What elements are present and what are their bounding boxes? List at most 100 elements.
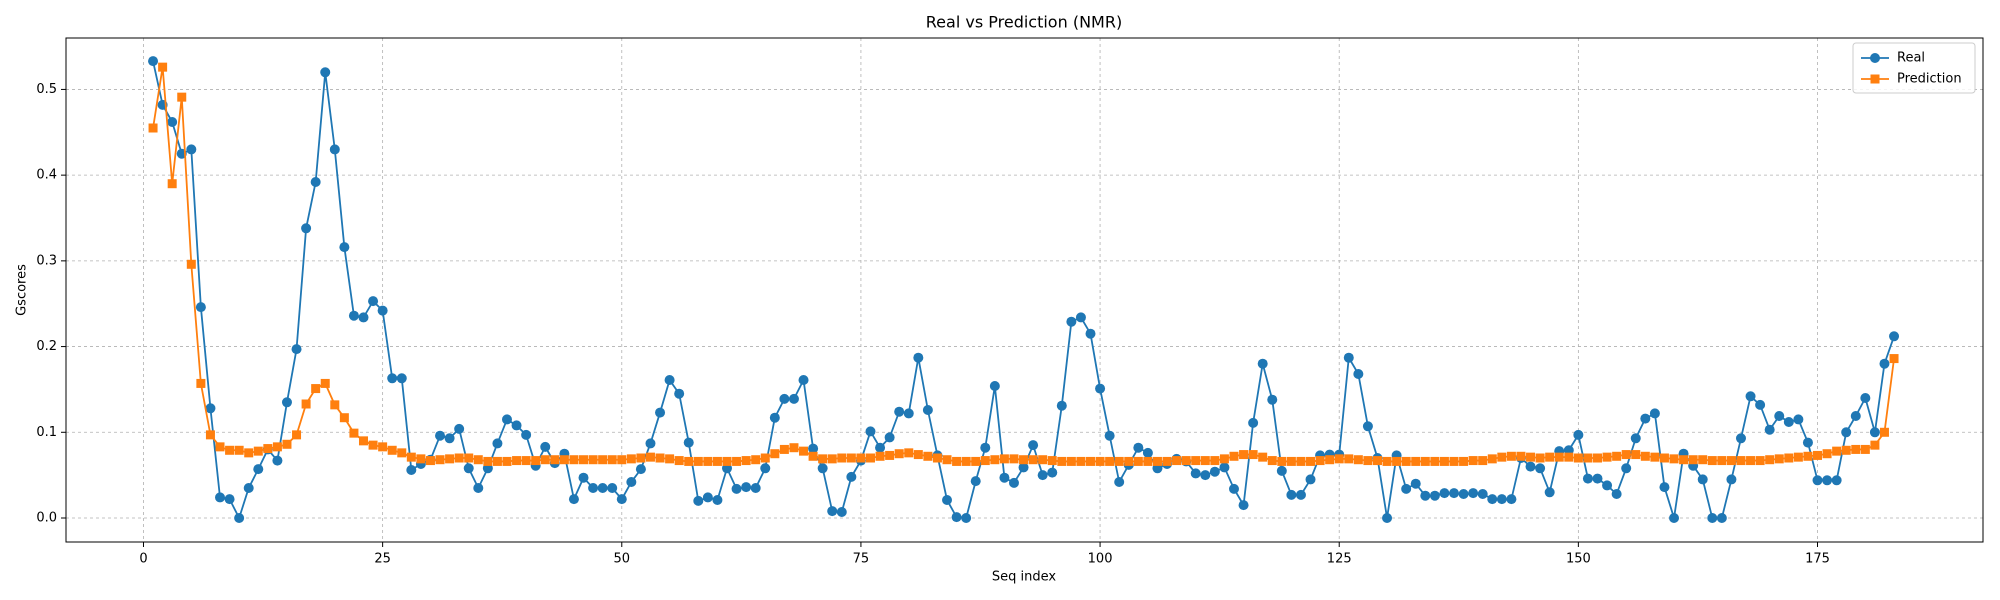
data-point [903,408,914,419]
data-point [579,455,589,465]
data-point [913,352,924,363]
data-point [1362,421,1373,432]
data-point [712,495,723,505]
data-point [358,436,368,446]
data-point [1267,394,1278,405]
x-tick-label: 100 [1088,552,1113,567]
data-point [1831,475,1842,486]
data-point [348,310,359,321]
data-point [693,456,703,466]
data-point [1497,452,1507,462]
data-point [1745,391,1756,402]
data-point [1449,456,1459,466]
data-point [416,454,426,464]
data-point [1133,456,1143,466]
data-point [788,393,799,404]
data-point [186,144,197,155]
data-point [1286,489,1297,500]
data-point [1420,456,1430,466]
data-point [1411,456,1421,466]
data-point [1296,456,1306,466]
data-point [1793,452,1803,462]
data-point [502,456,512,466]
data-point [655,453,665,463]
data-point [674,388,685,399]
data-point [1860,393,1871,403]
data-point [368,440,378,450]
data-point [846,471,857,482]
data-point [952,456,962,466]
data-point [1229,451,1239,461]
data-point [741,456,751,466]
data-point [406,465,417,475]
data-point [904,448,914,458]
chart-title: Real vs Prediction (NMR) [926,13,1122,32]
data-point [1028,455,1038,465]
data-point [358,312,369,323]
y-tick-label: 0.4 [36,168,57,183]
data-point [1353,369,1364,379]
data-point [1669,454,1679,464]
data-point [1774,454,1784,464]
data-point [1841,427,1852,438]
data-point [1114,456,1124,466]
data-point [1564,452,1574,462]
data-point [789,443,799,453]
data-point [1640,451,1650,461]
data-point [205,403,216,414]
data-point [846,453,856,463]
data-point [1630,433,1641,444]
data-point [1143,456,1153,466]
data-point [836,507,847,517]
data-point [1009,454,1019,464]
data-point [1841,445,1851,455]
data-point [1716,513,1727,523]
data-point [1573,429,1584,440]
data-point [732,456,742,466]
data-point [750,483,761,493]
data-point [1592,453,1602,463]
data-point [215,442,225,452]
data-point [1659,482,1670,493]
data-point [396,373,407,384]
x-tick-label: 75 [853,552,870,567]
data-point [779,444,789,454]
data-point [1152,456,1162,466]
data-point [636,453,646,463]
data-point [913,450,923,460]
data-point [1496,494,1507,505]
data-point [1535,453,1545,463]
data-point [1277,456,1287,466]
data-point [1086,456,1096,466]
data-point [1889,354,1899,364]
data-point [531,456,541,466]
data-point [521,429,532,440]
data-point [215,492,226,503]
data-point [980,456,990,466]
data-point [1793,414,1804,425]
data-point [1382,456,1392,466]
data-point [540,441,551,452]
data-point [1717,456,1727,466]
data-point [1860,444,1870,454]
data-point [999,472,1010,483]
data-point [722,456,732,466]
data-point [195,302,206,313]
data-point [808,451,818,461]
legend-marker [1870,53,1880,63]
data-point [1544,487,1555,498]
legend-box [1852,42,1976,94]
data-point [932,453,942,463]
data-point [760,453,770,463]
data-point [339,413,349,423]
data-point [1822,475,1833,486]
data-point [1698,455,1708,465]
data-point [464,453,474,463]
data-point [990,455,1000,465]
data-point [1248,417,1259,428]
data-point [942,495,953,505]
data-point [444,433,455,444]
data-point [1142,447,1153,458]
data-point [1295,489,1306,500]
